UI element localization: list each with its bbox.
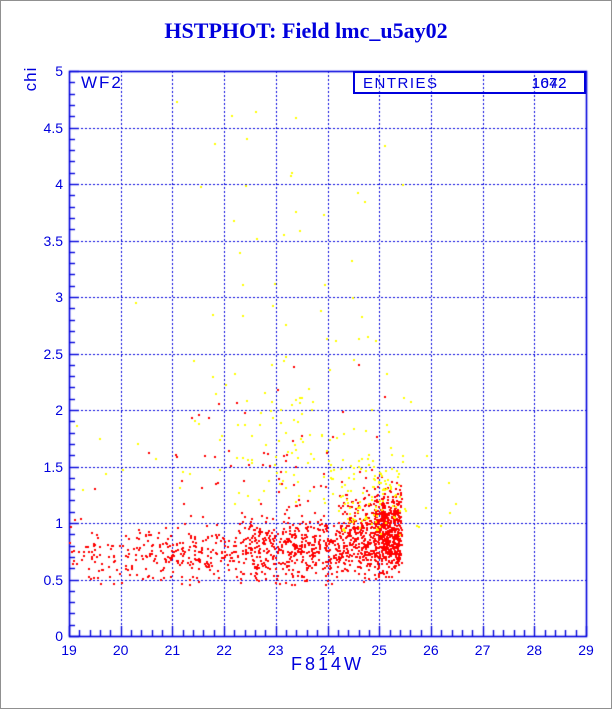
x-tick-label: 27 bbox=[474, 642, 491, 658]
y-tick-label: 1.5 bbox=[43, 458, 63, 475]
y-tick-label: 4 bbox=[55, 176, 63, 192]
entries-stats-box: ENTRIES 1642 1072 bbox=[353, 71, 586, 94]
y-tick-label: 2.5 bbox=[43, 345, 63, 362]
page-title: HSTPHOT: Field lmc_u5ay02 bbox=[164, 18, 448, 43]
x-tick-label: 19 bbox=[61, 642, 77, 658]
x-tick-label: 23 bbox=[268, 642, 284, 658]
y-tick-label: 3.5 bbox=[43, 232, 63, 249]
entries-label: ENTRIES bbox=[363, 75, 439, 92]
entries-value-yellow: 1072 bbox=[531, 75, 567, 92]
detector-label: WF2 bbox=[81, 73, 123, 92]
entries-value-red: 1642 bbox=[531, 75, 567, 92]
y-tick-label: 2 bbox=[55, 402, 63, 418]
x-axis-title: F814W bbox=[290, 654, 365, 674]
x-tick-label: 29 bbox=[578, 642, 594, 658]
y-tick-label: 3 bbox=[55, 289, 63, 305]
entries-values: 1642 1072 bbox=[505, 75, 567, 93]
x-tick-label: 21 bbox=[164, 642, 181, 658]
y-tick-label: 1 bbox=[55, 515, 63, 531]
x-tick-label: 25 bbox=[371, 642, 387, 658]
y-tick-label: 0 bbox=[55, 628, 63, 644]
x-tick-label: 24 bbox=[319, 642, 336, 658]
y-tick-label: 4.5 bbox=[43, 119, 63, 136]
y-tick-label: 5 bbox=[55, 63, 63, 79]
x-tick-label: 26 bbox=[423, 642, 439, 658]
y-tick-label: 0.5 bbox=[43, 571, 63, 588]
x-tick-label: 22 bbox=[216, 642, 232, 658]
x-tick-label: 28 bbox=[526, 642, 543, 658]
x-tick-label: 20 bbox=[112, 642, 129, 658]
